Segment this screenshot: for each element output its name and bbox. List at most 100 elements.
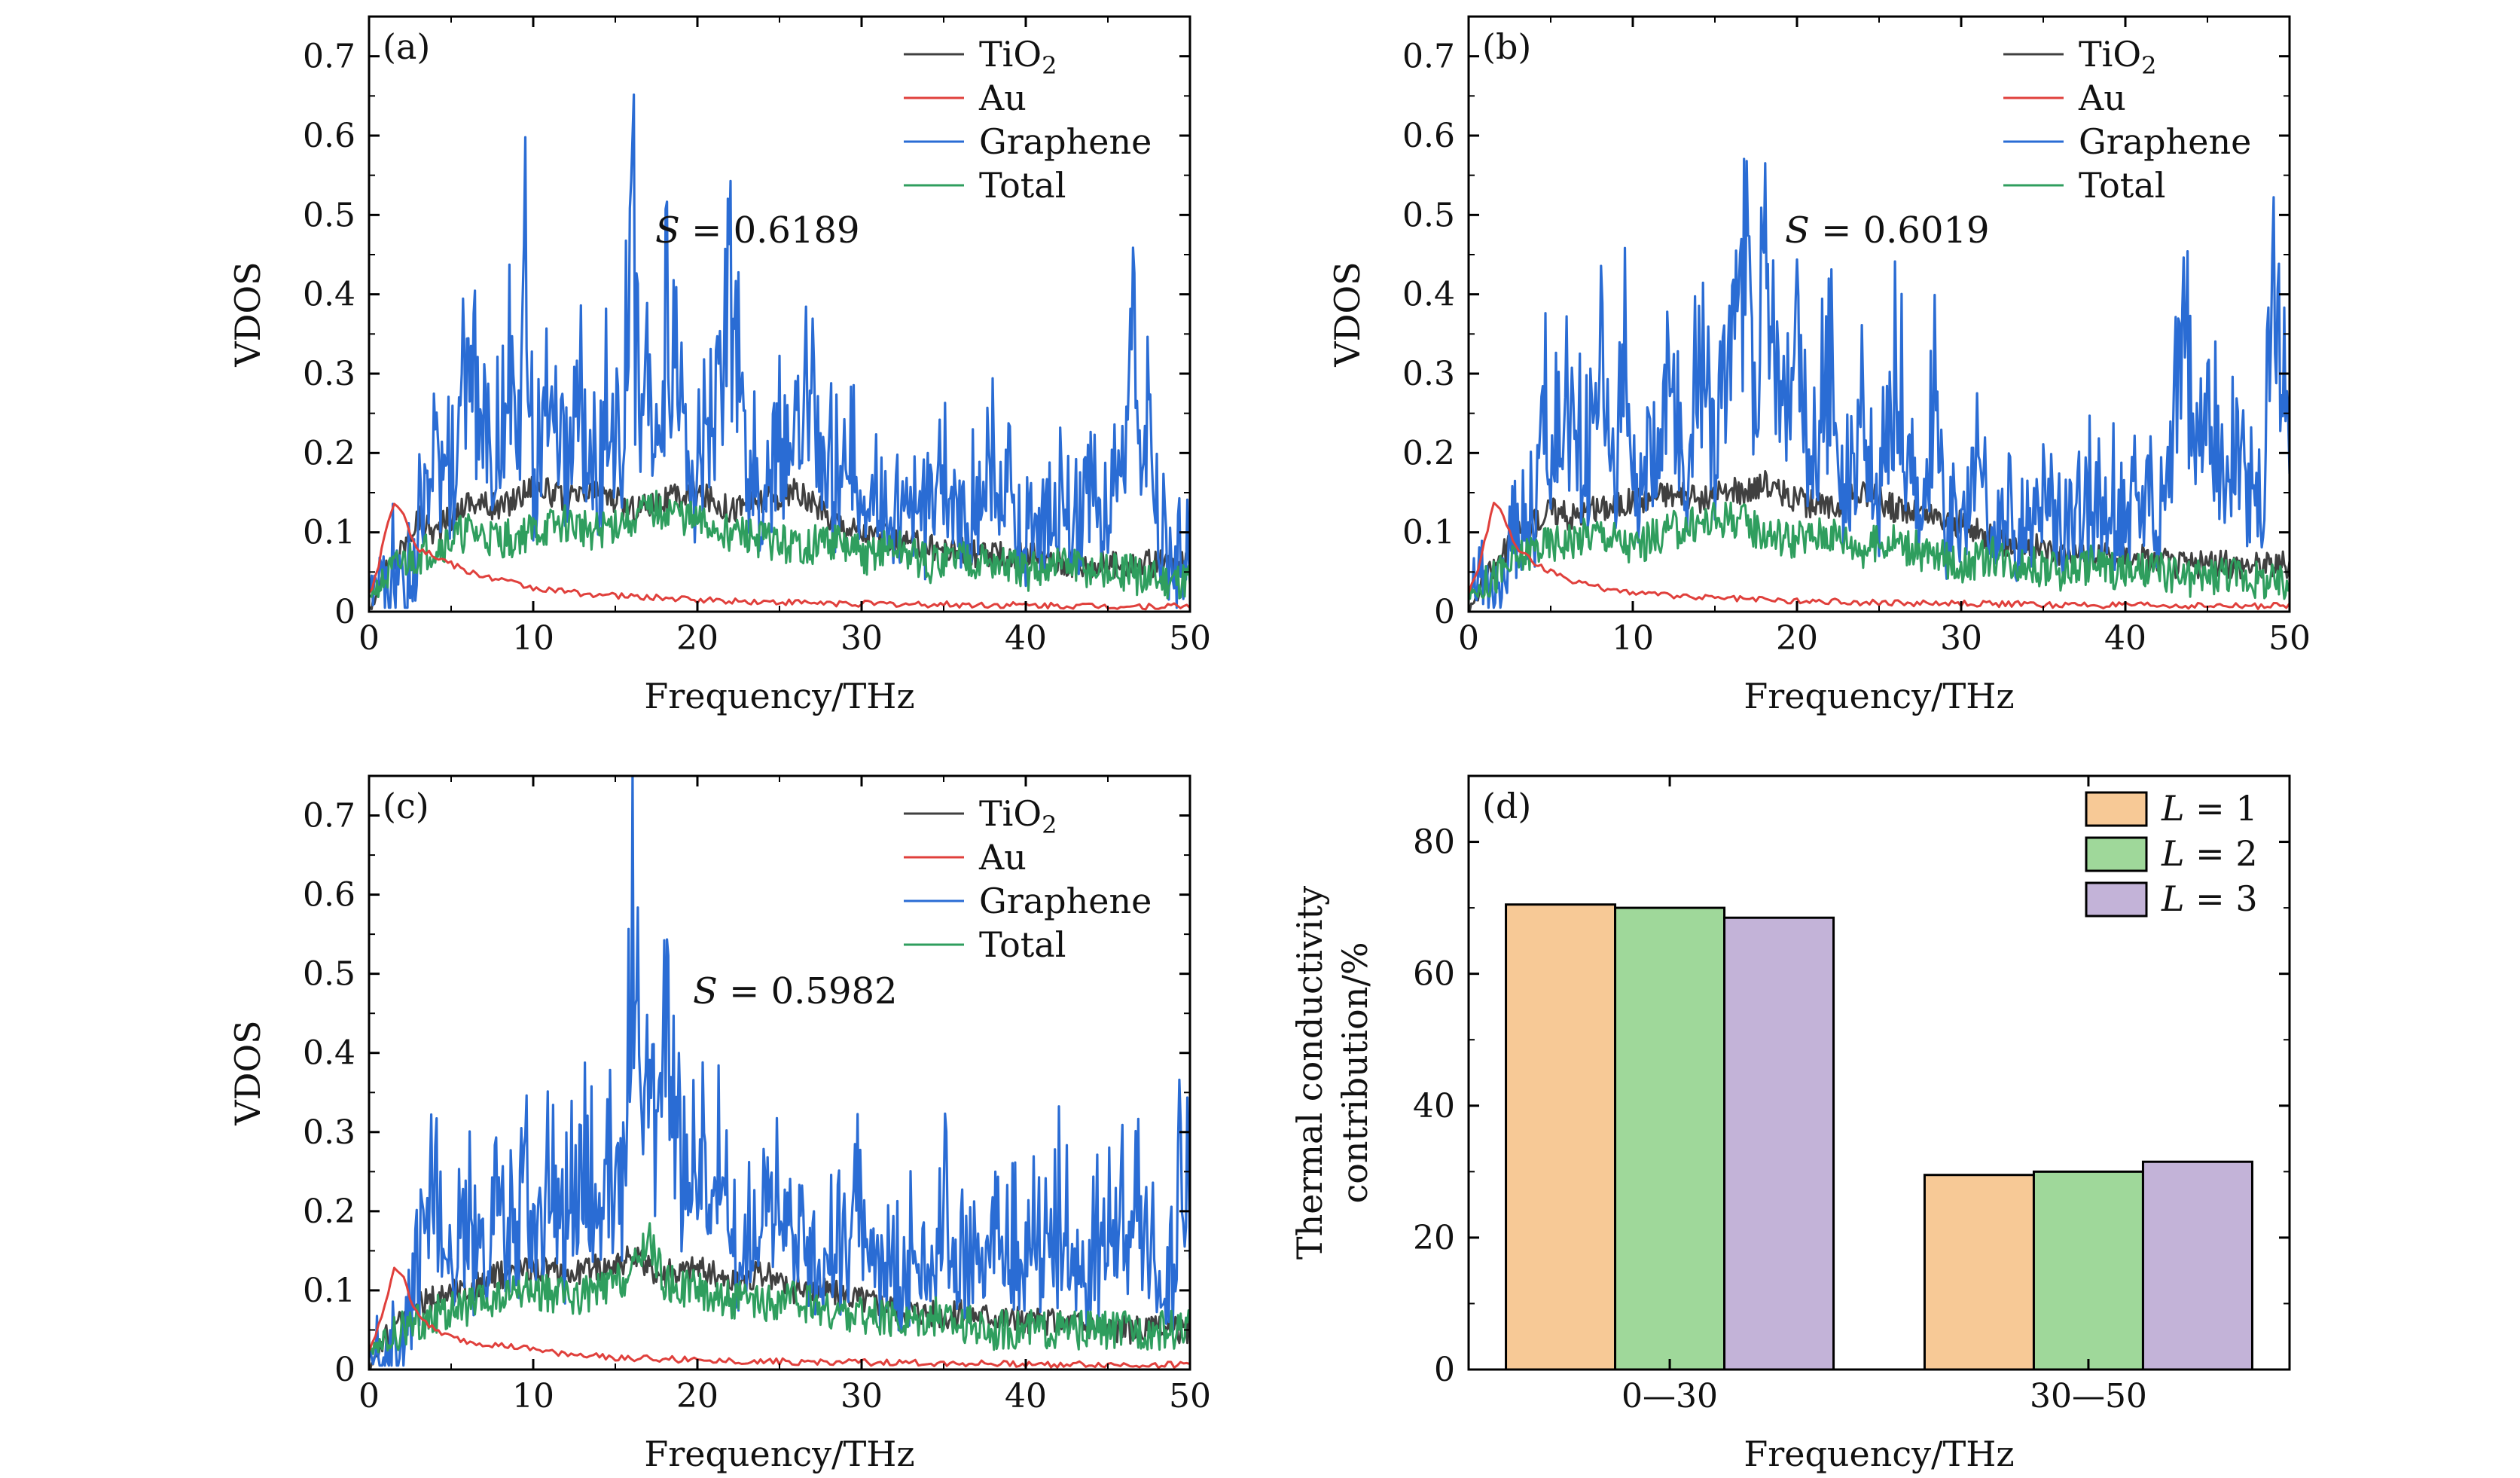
x-tick-label: 20 (1776, 619, 1818, 658)
legend-label-graphene: Graphene (2079, 121, 2251, 162)
x-tick-label: 0 (1458, 619, 1479, 658)
series-line-au (1469, 502, 2290, 610)
x-tick-label: 10 (1612, 619, 1654, 658)
y-tick-label: 0.6 (303, 876, 355, 915)
legend-label-total: Total (2079, 165, 2165, 206)
y-tick-label: 0.5 (303, 196, 355, 234)
y-tick-label: 0.2 (303, 434, 355, 472)
y-tick-label: 0 (334, 593, 355, 631)
x-tick-label: 50 (2268, 619, 2311, 658)
legend-label-total: Total (979, 165, 1066, 206)
similarity-annotation: S = 0.6019 (1785, 209, 1990, 252)
bar-2-0 (1614, 906, 1726, 1371)
y-tick-label: 0.3 (1402, 355, 1455, 393)
x-tick-label: 40 (1005, 619, 1047, 658)
y-tick-label: 0.4 (303, 276, 355, 314)
x-tick-label: 10 (512, 619, 554, 658)
panel-a-vdos-chart: 0 10 20 30 40 50 0 0.1 0.2 0.3 0.4 0.5 0.6 0.7 Frequen… (227, 15, 1211, 716)
legend-swatch-l2 (2085, 836, 2148, 872)
legend-label-l1: L = 1 (2161, 788, 2258, 829)
y-axis-label: VDOS (1327, 261, 1368, 367)
series-line-graphene (369, 93, 1190, 609)
y-tick-label: 0 (1434, 1351, 1455, 1389)
panel-label: (a) (383, 26, 430, 67)
x-tick-label: 20 (676, 1377, 718, 1415)
x-category-label: 0—30 (1622, 1377, 1718, 1415)
x-axis-label: Frequency/THz (644, 1434, 914, 1474)
panel-label: (b) (1482, 26, 1531, 67)
series-line-au (369, 502, 1190, 611)
y-tick-label: 0.1 (303, 514, 355, 552)
y-tick-label: 0.3 (303, 1113, 355, 1152)
y-tick-label: 0 (1434, 593, 1455, 631)
y-tick-label: 0 (334, 1351, 355, 1389)
bar-3-0 (1723, 916, 1835, 1371)
plot-frame (1467, 774, 2291, 1371)
series-group (369, 93, 1190, 611)
legend-label-tio2: TiO2 (979, 793, 1057, 839)
series-group (369, 776, 1190, 1370)
legend-label-total: Total (979, 924, 1066, 965)
panel-label: (d) (1482, 786, 1531, 826)
x-tick-label: 30 (841, 619, 883, 658)
y-axis-label-line: Thermal conductivity (1289, 886, 1330, 1260)
series-line-total (1469, 501, 2290, 600)
legend-label-tio2: TiO2 (2079, 34, 2156, 80)
x-tick-label: 20 (676, 619, 718, 658)
panel-d-bar-chart: 0—30 30—50 0 20 40 60 80 Frequency/THz Thermal c… (1289, 774, 2291, 1474)
y-axis-label-line: contribution/% (1335, 942, 1375, 1203)
panel-c-vdos-chart: 0 10 20 30 40 50 0 0.1 0.2 0.3 0.4 0.5 0.6 0.7 Frequen… (227, 774, 1211, 1474)
y-tick-label: 40 (1413, 1087, 1455, 1125)
bar-1-1 (1923, 1174, 2035, 1371)
y-tick-label: 0.3 (303, 355, 355, 393)
x-tick-label: 50 (1169, 619, 1211, 658)
y-tick-label: 0.7 (1402, 38, 1455, 76)
y-tick-label: 0.5 (1402, 196, 1455, 234)
x-tick-label: 10 (512, 1377, 554, 1415)
x-tick-label: 50 (1169, 1377, 1211, 1415)
legend-label-l3: L = 3 (2161, 878, 2258, 919)
bar-1-0 (1505, 903, 1617, 1371)
similarity-annotation: S = 0.5982 (693, 970, 898, 1012)
legend-label-au: Au (978, 78, 1027, 118)
y-tick-label: 0.2 (1402, 434, 1455, 472)
x-category-label: 30—50 (2030, 1377, 2147, 1415)
bar-3-1 (2141, 1160, 2253, 1371)
y-tick-label: 60 (1413, 955, 1455, 994)
x-axis-label: Frequency/THz (1744, 1434, 2014, 1474)
x-axis-label: Frequency/THz (644, 676, 914, 716)
panel-label: (c) (383, 786, 429, 826)
y-tick-label: 0.7 (303, 38, 355, 76)
x-tick-label: 0 (358, 619, 380, 658)
x-tick-label: 0 (358, 1377, 380, 1415)
y-tick-label: 0.6 (303, 117, 355, 155)
y-tick-label: 0.5 (303, 955, 355, 994)
legend-swatch-l1 (2085, 791, 2148, 827)
bar-2-1 (2032, 1170, 2144, 1371)
panel-b-vdos-chart: 0 10 20 30 40 50 0 0.1 0.2 0.3 0.4 0.5 0.6 0.7 Frequen… (1327, 15, 2311, 716)
x-tick-label: 40 (2104, 619, 2146, 658)
y-tick-label: 80 (1413, 823, 1455, 862)
x-tick-label: 30 (1940, 619, 1982, 658)
y-tick-label: 0.4 (1402, 276, 1455, 314)
y-tick-label: 0.6 (1402, 117, 1455, 155)
y-tick-label: 0.4 (303, 1034, 355, 1073)
legend-label-l2: L = 2 (2161, 833, 2258, 874)
legend-swatch-l3 (2085, 881, 2148, 918)
series-line-total (369, 490, 1190, 600)
x-axis-label: Frequency/THz (1744, 676, 2014, 716)
legend-label-graphene: Graphene (979, 121, 1152, 162)
series-group (1469, 157, 2290, 612)
y-tick-label: 0.1 (1402, 514, 1455, 552)
series-line-graphene (1469, 157, 2290, 609)
y-axis-label: VDOS (227, 261, 268, 367)
legend-label-au: Au (2078, 78, 2126, 118)
legend-label-au: Au (978, 837, 1027, 878)
y-tick-label: 20 (1413, 1219, 1455, 1257)
y-tick-label: 0.2 (303, 1192, 355, 1231)
x-tick-label: 40 (1005, 1377, 1047, 1415)
legend-label-tio2: TiO2 (979, 34, 1057, 80)
x-tick-label: 30 (841, 1377, 883, 1415)
y-tick-label: 0.7 (303, 797, 355, 835)
